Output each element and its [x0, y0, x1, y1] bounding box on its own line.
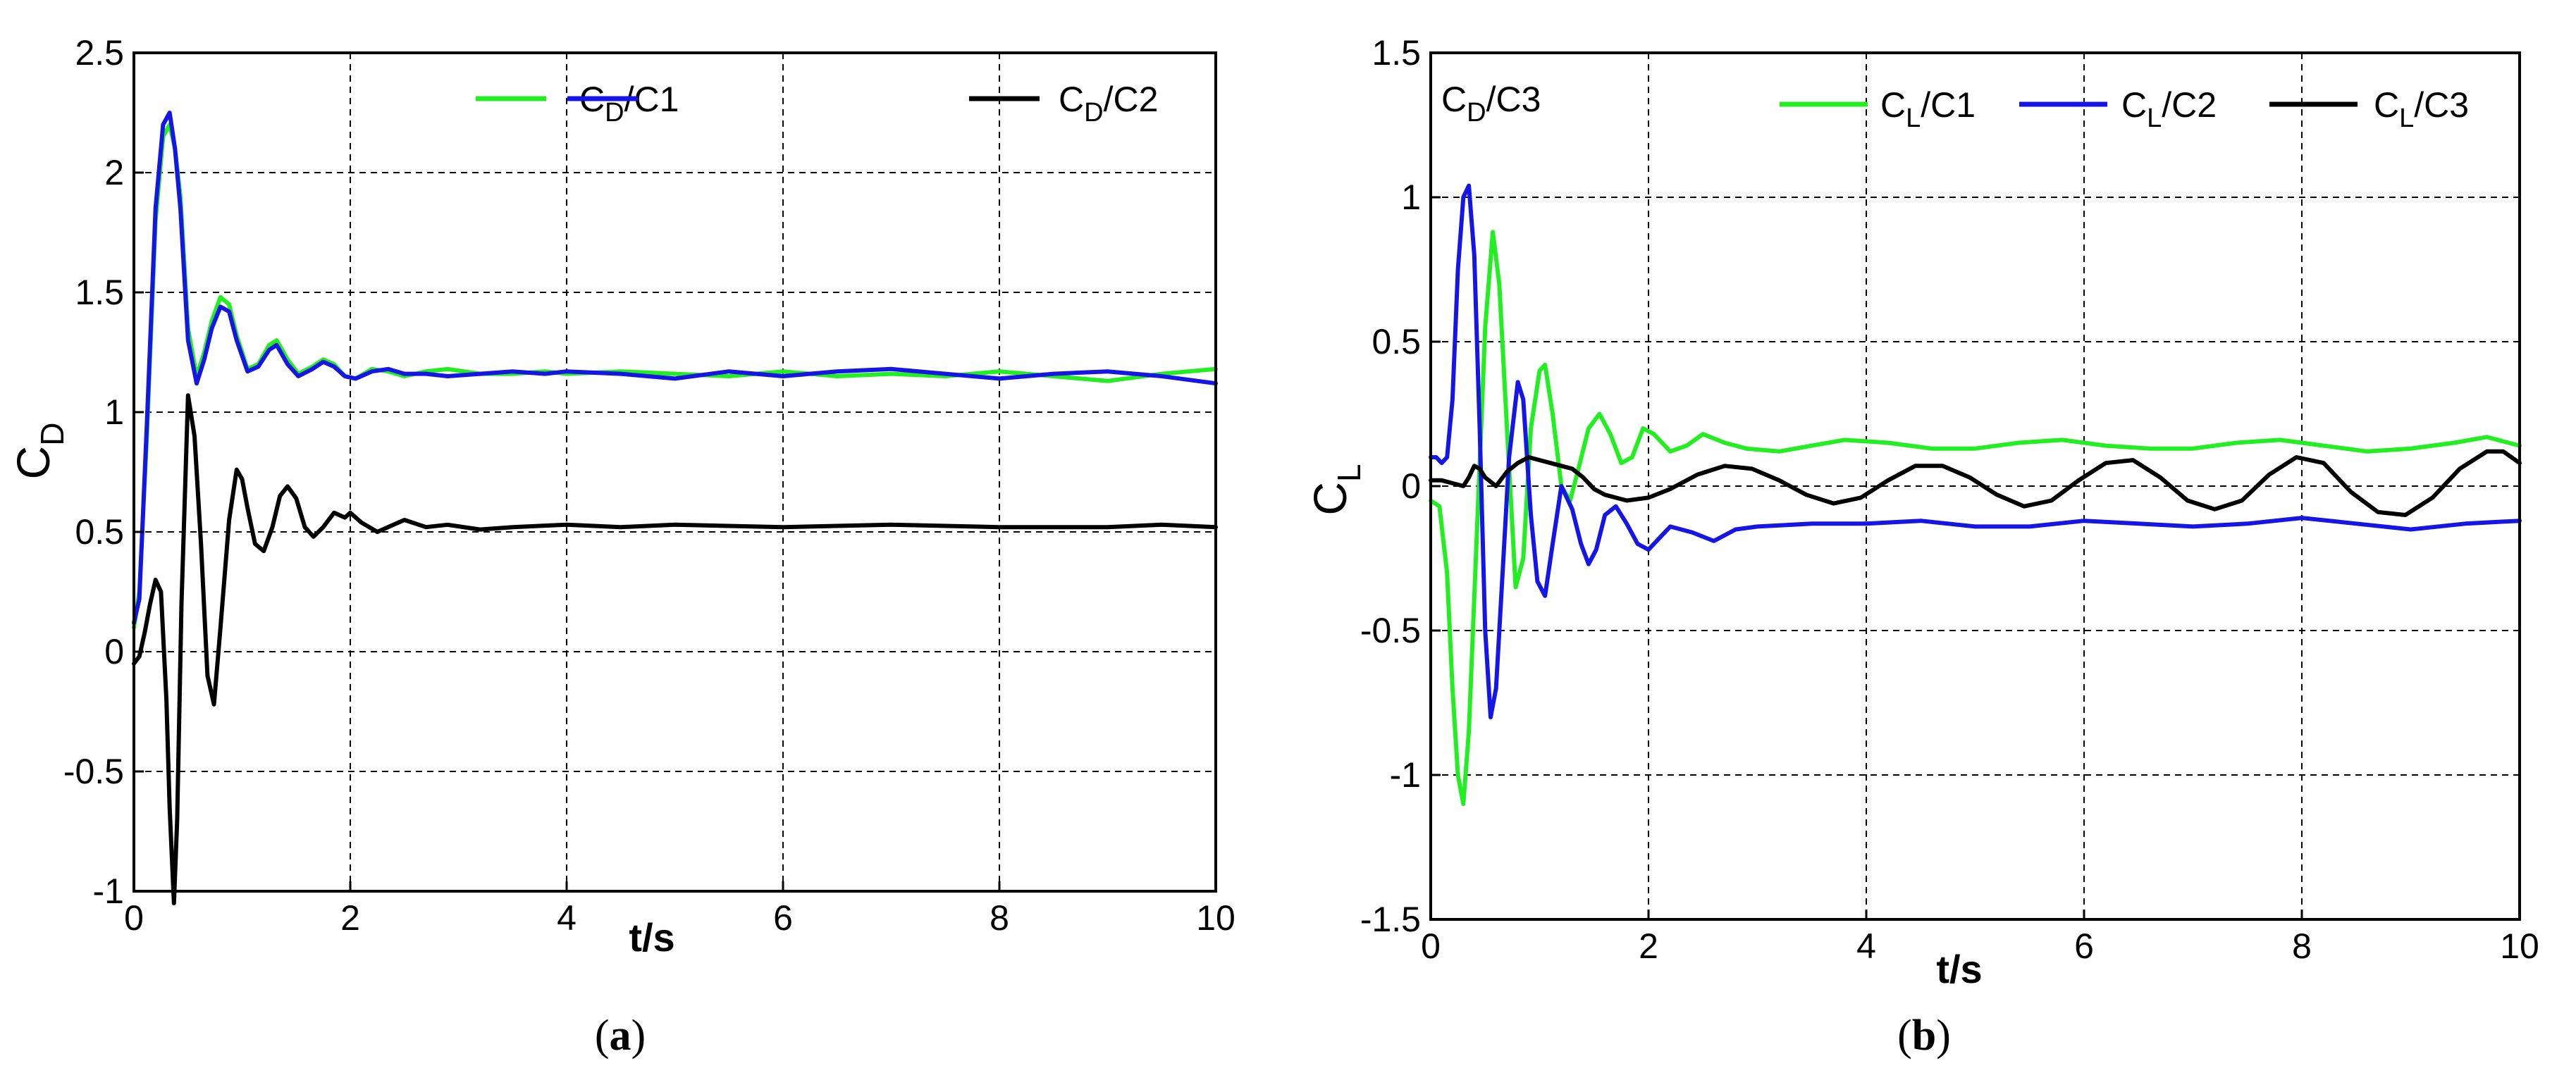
panel-a-x-axis-label: t/s: [629, 915, 674, 960]
panel-a-y-tick-label: 1.5: [75, 273, 124, 312]
panel-b-x-tick-label: 6: [2074, 926, 2094, 966]
panel-a-series-c2-line: [132, 111, 1218, 626]
panel-a-x-tick-label: 10: [1196, 898, 1235, 938]
panel-b-y-tick-label: -0.5: [1360, 611, 1421, 650]
panel-b-x-tick-label: 10: [2500, 926, 2539, 966]
panel-b-y-tick-label: 0.5: [1372, 322, 1421, 361]
panel-a-y-axis-label: CD: [7, 423, 70, 480]
panel-a-series-c3-line: [132, 393, 1218, 905]
panel-a-y-tick-label: 1: [104, 392, 124, 432]
panel-b-y-axis-label: CL: [1304, 464, 1367, 515]
panel-a-caption: (a): [595, 1012, 646, 1060]
panel-a-x-tick-label: 2: [340, 898, 360, 938]
panel-b-caption: (b): [1897, 1012, 1951, 1060]
legend-label: CL/C2: [2121, 85, 2217, 133]
panel-b-series-c1-line: [1429, 230, 2522, 806]
panel-b-y-tick-label: 0: [1401, 466, 1421, 506]
panel-b-series-c2-line: [1429, 183, 2522, 719]
panel-b-y-tick-label: 1: [1401, 178, 1421, 217]
panel-b-legend: CL/C1 CL/C2 CL/C3: [1780, 85, 2469, 133]
panel-a-y-tick-label: -1: [93, 871, 124, 911]
panel-b-y-tick-label: -1.5: [1360, 900, 1421, 939]
panel-b-x-tick-label: 2: [1639, 926, 1658, 966]
panel-b-x-axis-label: t/s: [1936, 947, 1982, 991]
panel-a-y-tick-label: 2.5: [75, 33, 124, 73]
panel-a-legend: CD/C1 CD/C2 CD/C3: [476, 80, 1541, 128]
panel-b-series-c3-line: [1429, 449, 2522, 517]
panel-b-x-tick-label: 0: [1421, 926, 1441, 966]
panel-b-grid: [1431, 53, 2520, 919]
panel-a-x-tick-label: 4: [557, 898, 577, 938]
legend-label: CD/C3: [1441, 80, 1541, 128]
panel-a-y-tick-label: -0.5: [63, 752, 124, 791]
panel-a-x-tick-label: 8: [990, 898, 1009, 938]
panel-a-y-tick-label: 2: [104, 153, 124, 192]
panel-b-x-tick-label: 4: [1856, 926, 1876, 966]
legend-label: CD/C1: [579, 80, 679, 128]
panel-a-x-tick-label: 0: [124, 898, 144, 938]
panel-b-chart: 0 2 4 6 8 10 -1.5 -1 -0.5 0 0.5 1 1.5 t/s CL CL/C1 CL/C2…: [1304, 33, 2539, 1060]
legend-label: CL/C1: [1880, 85, 1976, 133]
panel-b-y-tick-label: 1.5: [1372, 33, 1421, 73]
panel-a-grid: [134, 53, 1216, 891]
panel-a-plot-frame: [133, 51, 1217, 893]
panel-a-y-tick-label: 0: [104, 632, 124, 671]
legend-label: CD/C2: [1059, 80, 1158, 128]
legend-label: CL/C3: [2374, 85, 2469, 133]
panel-b-x-tick-label: 8: [2292, 926, 2312, 966]
panel-b-y-tick-label: -1: [1390, 755, 1421, 795]
panel-a-x-tick-label: 6: [773, 898, 793, 938]
panel-a-y-tick-label: 0.5: [75, 512, 124, 552]
